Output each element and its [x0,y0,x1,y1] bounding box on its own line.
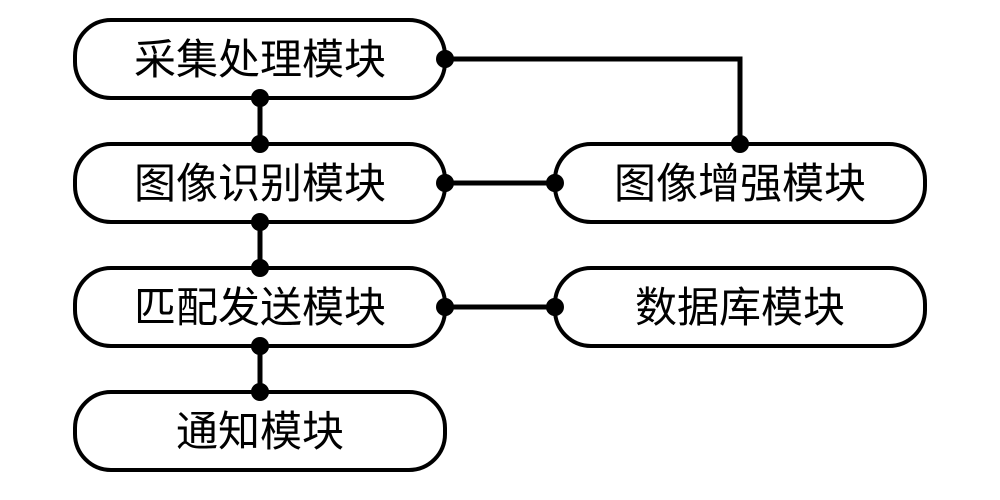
flowchart-node: 通知模块 [75,392,445,470]
node-label: 数据库模块 [635,286,845,332]
flowchart-node: 数据库模块 [555,268,925,346]
flowchart-canvas: 采集处理模块图像识别模块匹配发送模块通知模块 图像增强模块数据库模块 [0,0,1000,500]
edge-layer [251,50,749,401]
port-dot [251,337,269,355]
flowchart-node: 图像增强模块 [555,144,925,222]
flowchart-node: 采集处理模块 [75,20,445,98]
port-dot [251,135,269,153]
port-dot [251,213,269,231]
port-dot [251,89,269,107]
node-label: 图像识别模块 [134,162,386,208]
node-label: 采集处理模块 [134,38,386,84]
port-dot [436,174,454,192]
port-dot [436,298,454,316]
port-layer [251,50,749,401]
port-dot [731,135,749,153]
node-label: 图像增强模块 [614,162,866,208]
node-label: 通知模块 [176,410,344,456]
flowchart-node: 匹配发送模块 [75,268,445,346]
port-dot [546,298,564,316]
node-label: 匹配发送模块 [134,286,386,332]
port-dot [251,383,269,401]
node-layer: 采集处理模块图像识别模块匹配发送模块通知模块 图像增强模块数据库模块 [75,20,925,470]
flowchart-node: 图像识别模块 [75,144,445,222]
edge [445,59,740,144]
port-dot [436,50,454,68]
port-dot [546,174,564,192]
port-dot [251,259,269,277]
